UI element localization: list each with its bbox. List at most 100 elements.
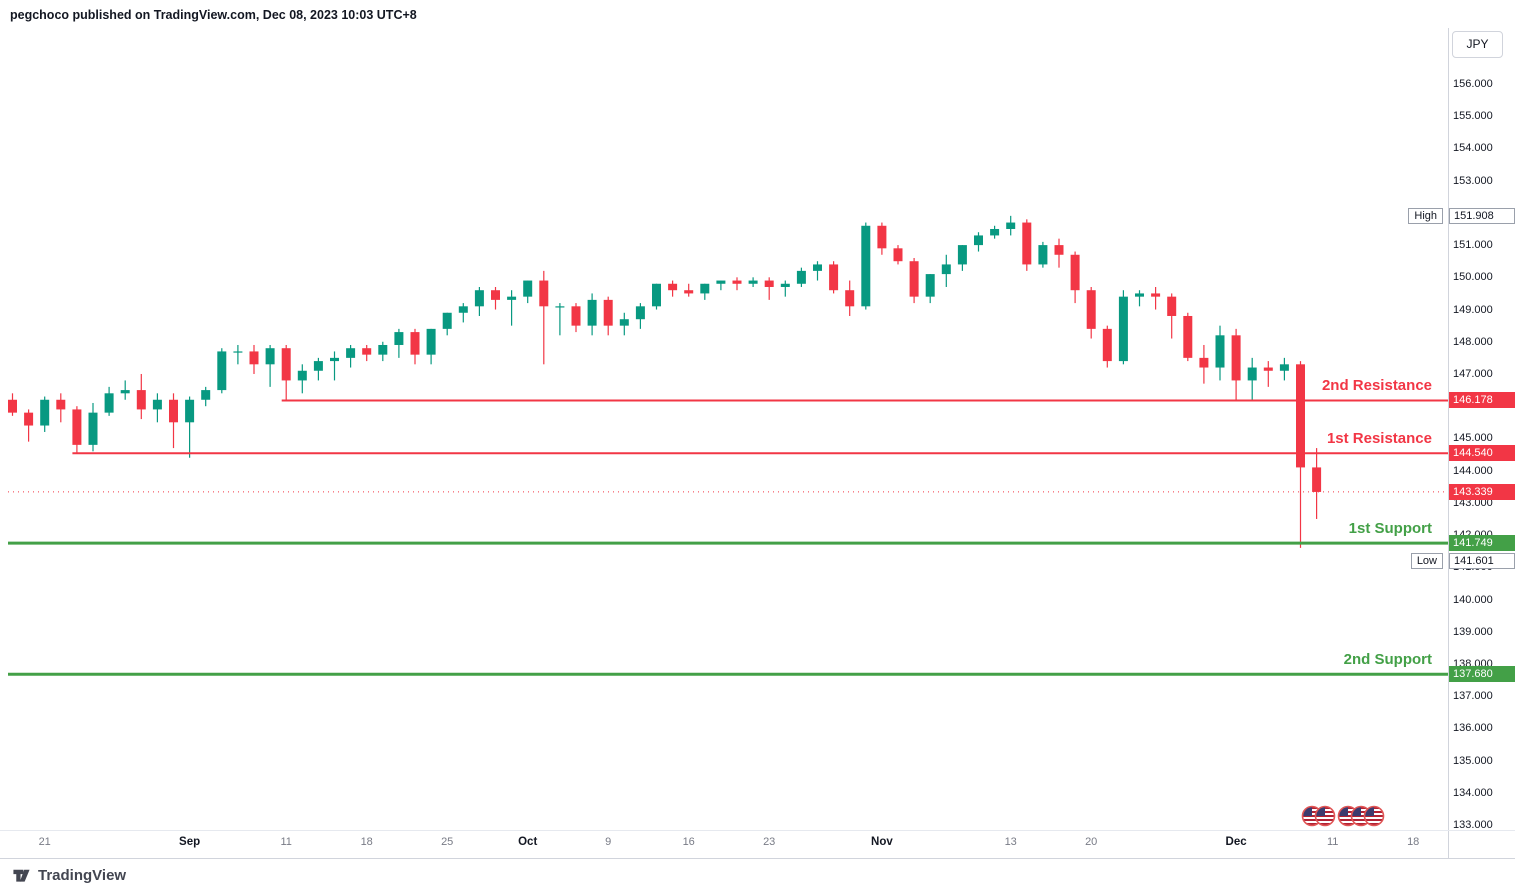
us-flag-icon[interactable]: [1363, 805, 1385, 827]
candle: [426, 328, 436, 365]
candle: [152, 393, 162, 423]
candle: [909, 257, 919, 304]
candle: [571, 303, 581, 333]
candle: [796, 267, 806, 287]
price-badge-resistance: 146.178: [1449, 392, 1515, 409]
time-axis-label: 9: [605, 836, 612, 848]
candle: [700, 283, 710, 300]
candle: [603, 296, 613, 336]
footer-divider: [0, 858, 1515, 859]
tradingview-logo-icon[interactable]: [12, 866, 31, 885]
candle: [297, 364, 307, 394]
level-label-2nd-resistance[interactable]: 2nd Resistance: [1321, 377, 1432, 395]
price-axis-label: 150.000: [1453, 271, 1493, 284]
candle: [1167, 293, 1177, 339]
candle: [265, 344, 275, 387]
level-label-2nd-support[interactable]: 2nd Support: [1343, 651, 1432, 669]
candle: [732, 277, 742, 291]
candle: [539, 270, 549, 365]
time-axis-label: 23: [763, 836, 776, 848]
price-axis-divider: [1448, 28, 1449, 858]
candle: [1296, 361, 1305, 548]
candle: [1118, 290, 1128, 365]
price-badge-resistance: 144.540: [1449, 445, 1515, 462]
candle: [394, 328, 404, 358]
candle: [442, 312, 452, 336]
candle: [88, 402, 98, 452]
price-axis-label: 148.000: [1453, 335, 1493, 348]
level-label-1st-resistance[interactable]: 1st Resistance: [1326, 430, 1432, 448]
price-badge-support: 137.680: [1449, 666, 1515, 683]
candle: [1022, 219, 1032, 271]
price-axis-label: 145.000: [1453, 432, 1493, 445]
candle: [635, 303, 645, 329]
candle: [313, 357, 323, 381]
candle: [56, 393, 66, 423]
candle: [1183, 312, 1193, 362]
us-flag-icon[interactable]: [1314, 805, 1336, 827]
us-flag-icon[interactable]: [1301, 805, 1323, 827]
candle: [587, 293, 597, 336]
price-axis-label: 153.000: [1453, 174, 1493, 187]
candle: [507, 290, 517, 326]
time-axis-divider: [0, 830, 1515, 831]
candle: [861, 222, 871, 310]
candle: [1054, 238, 1064, 268]
price-axis-label: 147.000: [1453, 367, 1493, 380]
price-axis-label: 144.000: [1453, 464, 1493, 477]
time-axis-label: 18: [360, 836, 373, 848]
candle: [458, 303, 468, 323]
candlestick-chart[interactable]: [0, 0, 1448, 830]
candle: [233, 344, 243, 365]
time-axis-label: 16: [682, 836, 695, 848]
price-axis-label: 151.000: [1453, 239, 1493, 252]
price-axis-label: 137.000: [1453, 690, 1493, 703]
time-axis-label: Dec: [1225, 836, 1247, 848]
candle: [1279, 357, 1289, 381]
level-label-1st-support[interactable]: 1st Support: [1348, 520, 1432, 538]
candle: [8, 393, 17, 416]
candle: [716, 280, 726, 291]
candle: [474, 286, 484, 316]
high-marker-label: High: [1408, 207, 1443, 224]
candle: [1231, 328, 1241, 400]
time-axis-label: Sep: [179, 836, 201, 848]
price-axis-label: 136.000: [1453, 722, 1493, 735]
candle: [813, 261, 822, 281]
time-axis-label: 18: [1407, 836, 1420, 848]
price-scale-currency-button[interactable]: JPY: [1452, 31, 1503, 58]
low-marker-label: Low: [1410, 553, 1443, 569]
candle: [72, 406, 82, 454]
price-axis-label: 133.000: [1453, 819, 1493, 832]
candle: [281, 344, 291, 401]
candle: [104, 386, 114, 416]
candle: [410, 328, 420, 365]
candle: [1102, 325, 1112, 368]
candle: [523, 280, 533, 304]
time-axis-label: 21: [38, 836, 51, 848]
candle: [974, 232, 983, 252]
time-axis-label: 20: [1085, 836, 1098, 848]
candle: [619, 312, 629, 336]
candle: [1247, 357, 1257, 400]
candle: [957, 245, 967, 271]
tradingview-logo-text[interactable]: TradingView: [38, 866, 127, 884]
price-badge-high: 151.908: [1449, 207, 1515, 224]
candle: [201, 386, 211, 407]
price-axis-label: 155.000: [1453, 110, 1493, 123]
time-axis-label: 13: [1004, 836, 1017, 848]
time-axis-label: 25: [441, 836, 454, 848]
candle: [555, 303, 565, 336]
economic-event-flag-icons[interactable]: [1300, 800, 1410, 832]
candle: [877, 222, 887, 255]
candle: [169, 393, 178, 449]
footer-bar: TradingView: [0, 859, 1515, 891]
candle: [249, 344, 259, 374]
time-axis-label: Nov: [871, 836, 893, 848]
time-axis-label: Oct: [518, 836, 538, 848]
candle: [1151, 286, 1161, 310]
price-axis-label: 156.000: [1453, 78, 1493, 90]
price-axis-label: 140.000: [1453, 593, 1493, 606]
price-badge-low: 141.601: [1449, 553, 1515, 569]
candle: [491, 286, 500, 310]
